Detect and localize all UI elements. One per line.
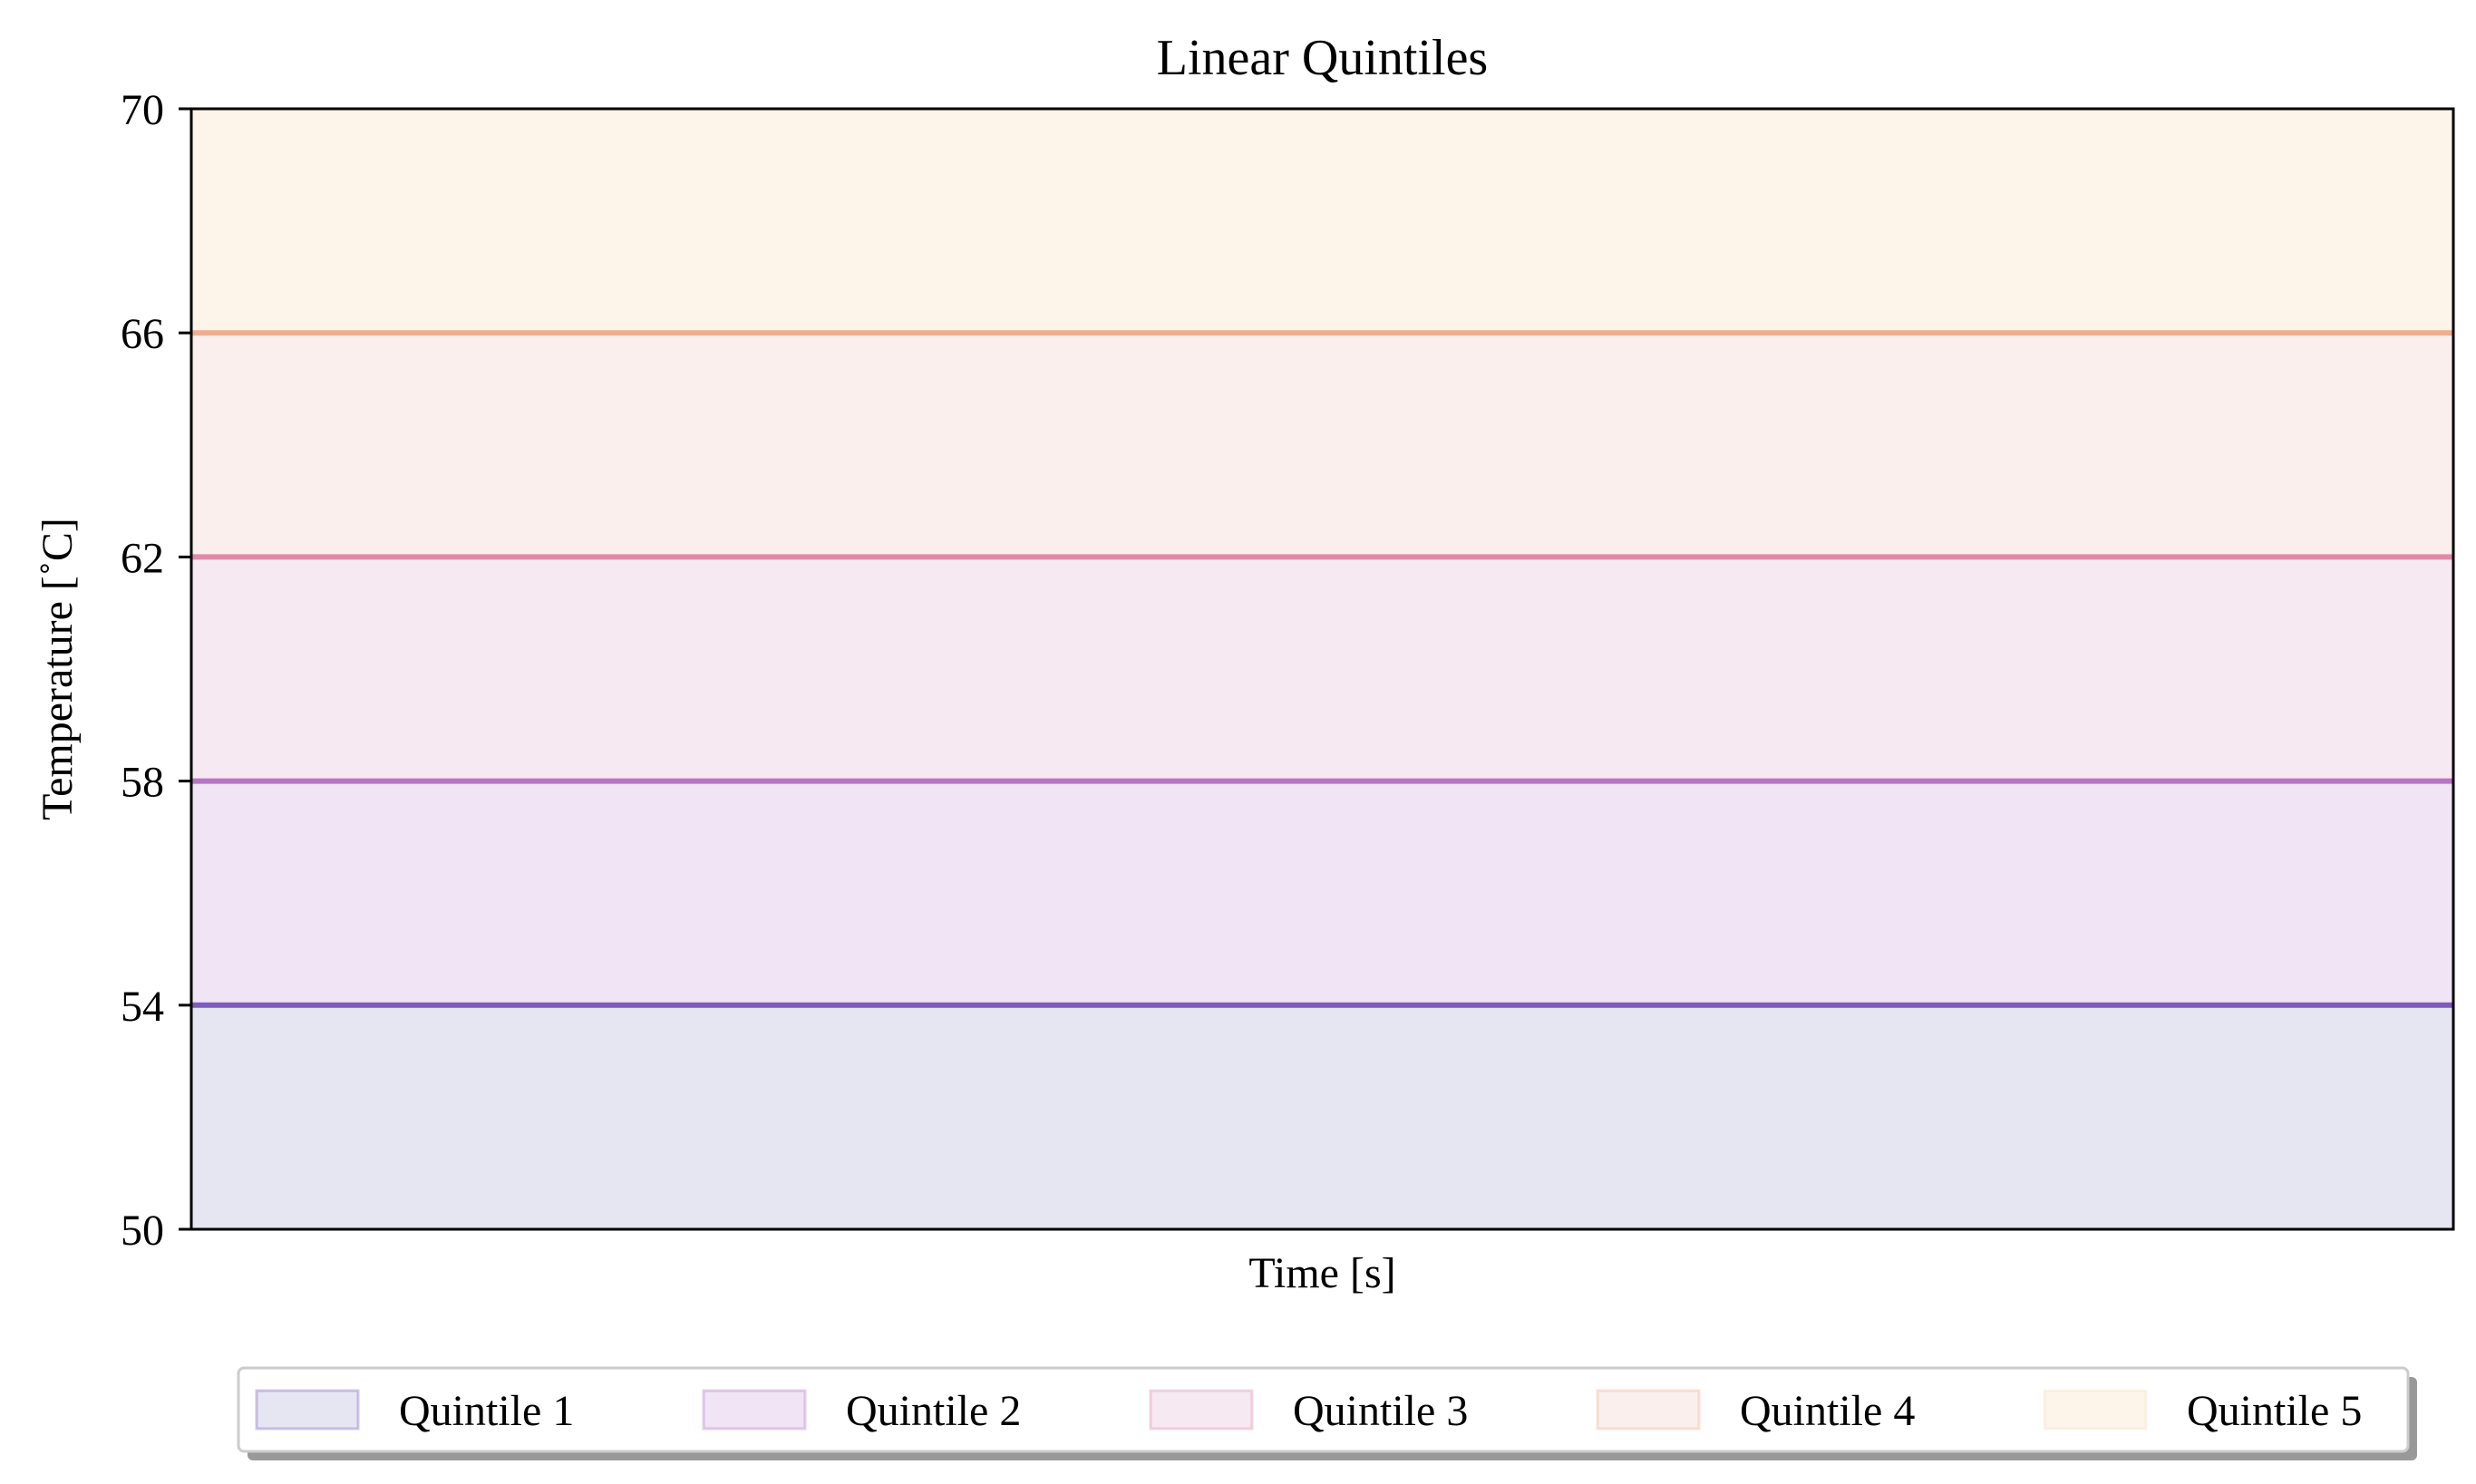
y-tick-label: 70 [121, 86, 164, 134]
legend-label-2: Quintile 2 [846, 1387, 1021, 1435]
legend-swatch-5 [2043, 1389, 2148, 1431]
legend-label-3: Quintile 3 [1293, 1387, 1468, 1435]
quintile-band-5 [191, 109, 2453, 334]
legend-swatch-4 [1596, 1389, 1701, 1431]
y-tick-label: 66 [121, 310, 164, 358]
legend-label-5: Quintile 5 [2187, 1387, 2362, 1435]
legend-swatch-3 [1149, 1389, 1254, 1431]
legend-box [237, 1366, 2410, 1453]
quintile-bands [191, 109, 2453, 1229]
quintile-band-2 [191, 781, 2453, 1005]
y-tick-label: 54 [121, 983, 164, 1031]
legend-items: Quintile 1 Quintile 2 Quintile 3 Quintile 4… [255, 1387, 2362, 1435]
y-tick-label: 50 [121, 1207, 164, 1255]
legend-label-1: Quintile 1 [399, 1387, 574, 1435]
quintile-band-3 [191, 557, 2453, 781]
plot-frame [189, 107, 2455, 1231]
y-tick-label: 62 [121, 534, 164, 582]
chart-title: Linear Quintiles [1157, 30, 1488, 86]
y-axis-ticks: 50 54 58 62 66 70 [121, 86, 191, 1255]
legend-swatch-1 [255, 1389, 360, 1431]
legend-swatch-2 [702, 1389, 807, 1431]
legend-label-4: Quintile 4 [1740, 1387, 1915, 1435]
legend: Quintile 1 Quintile 2 Quintile 3 Quintile 4… [237, 1366, 2417, 1460]
y-axis-label: Temperature [˚C] [34, 518, 82, 820]
quintile-band-1 [191, 1004, 2453, 1229]
quintile-boundary-lines [191, 330, 2453, 1008]
x-axis-label: Time [s] [1248, 1249, 1395, 1297]
y-tick-label: 58 [121, 759, 164, 807]
quintile-band-4 [191, 333, 2453, 558]
